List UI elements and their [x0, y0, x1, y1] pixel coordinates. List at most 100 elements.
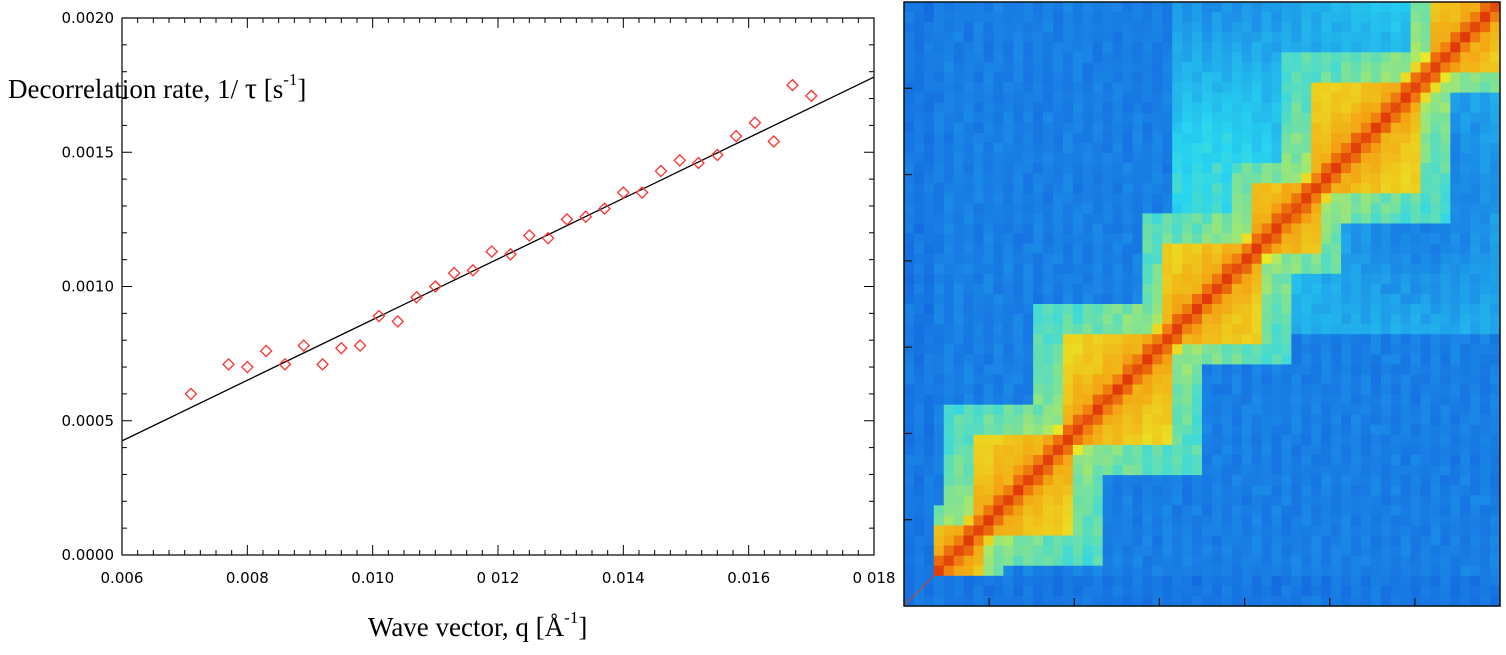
- heatmap-cell: [1390, 324, 1402, 335]
- heatmap-cell: [1450, 163, 1461, 174]
- heatmap-cell: [1251, 233, 1263, 245]
- heatmap-cell: [1202, 132, 1213, 144]
- heatmap-cell: [1033, 273, 1044, 285]
- heatmap-cell: [1360, 142, 1372, 154]
- heatmap-cell: [1470, 12, 1481, 23]
- heatmap-cell: [1092, 555, 1104, 567]
- heatmap-cell: [1053, 112, 1064, 124]
- heatmap-cell: [1331, 32, 1342, 43]
- heatmap-cell: [1231, 595, 1243, 607]
- heatmap-cell: [1082, 32, 1094, 43]
- heatmap-cell: [973, 535, 985, 547]
- heatmap-cell: [983, 334, 994, 345]
- heatmap-cell: [1062, 374, 1074, 386]
- heatmap-cell: [963, 364, 975, 376]
- heatmap-cell: [1033, 142, 1044, 154]
- heatmap-cell: [1251, 163, 1263, 174]
- heatmap-cell: [1400, 223, 1412, 235]
- heatmap-cell: [1370, 253, 1382, 265]
- heatmap-cell: [1450, 424, 1461, 436]
- heatmap-cell: [1321, 263, 1332, 275]
- x-tick-label: 0.014: [602, 569, 645, 587]
- heatmap-cell: [1480, 535, 1491, 547]
- heatmap-cell: [973, 414, 985, 426]
- heatmap-cell: [1072, 132, 1084, 144]
- heatmap-cell: [1023, 434, 1034, 446]
- heatmap-cell: [1460, 12, 1471, 23]
- heatmap-cell: [1351, 132, 1362, 144]
- heatmap-cell: [943, 394, 955, 406]
- heatmap-cell: [1271, 193, 1283, 204]
- heatmap-cell: [1043, 525, 1054, 537]
- heatmap-cell: [1192, 132, 1203, 144]
- heatmap-cell: [1360, 535, 1372, 547]
- heatmap-cell: [1281, 72, 1292, 84]
- heatmap-cell: [1410, 324, 1422, 335]
- heatmap-cell: [1082, 404, 1094, 416]
- heatmap-cell: [1132, 505, 1143, 516]
- heatmap-cell: [1380, 173, 1392, 184]
- heatmap-cell: [1261, 82, 1273, 94]
- heatmap-cell: [1351, 52, 1362, 63]
- heatmap-cell: [1102, 253, 1114, 265]
- heatmap-cell: [923, 283, 935, 295]
- heatmap-cell: [983, 173, 994, 184]
- heatmap-cell: [1470, 535, 1481, 547]
- heatmap-cell: [1410, 334, 1422, 345]
- heatmap-cell: [993, 243, 1004, 255]
- heatmap-cell: [1251, 112, 1263, 124]
- heatmap-cell: [1390, 12, 1402, 23]
- heatmap-cell: [973, 42, 985, 53]
- heatmap-cell: [1211, 545, 1223, 557]
- heatmap-cell: [1440, 485, 1451, 496]
- heatmap-cell: [983, 535, 994, 547]
- heatmap-cell: [1360, 364, 1372, 376]
- heatmap-cell: [1102, 525, 1114, 537]
- heatmap-cell: [1202, 455, 1213, 466]
- heatmap-cell: [1192, 525, 1203, 537]
- heatmap-cell: [1062, 334, 1074, 345]
- heatmap-cell: [1122, 455, 1134, 466]
- heatmap-cell: [1251, 122, 1263, 134]
- heatmap-cell: [1440, 243, 1451, 255]
- heatmap-cell: [1251, 304, 1263, 315]
- heatmap-cell: [1082, 153, 1094, 164]
- heatmap-cell: [1370, 585, 1382, 597]
- heatmap-cell: [1301, 22, 1312, 33]
- heatmap-cell: [1301, 32, 1312, 43]
- heatmap-cell: [913, 253, 925, 265]
- heatmap-cell: [1023, 384, 1034, 396]
- heatmap-cell: [953, 434, 965, 446]
- heatmap-cell: [1370, 183, 1382, 194]
- heatmap-cell: [1291, 233, 1302, 245]
- heatmap-cell: [1251, 213, 1263, 225]
- heatmap-cell: [1430, 42, 1441, 53]
- heatmap-cell: [1013, 213, 1024, 225]
- heatmap-cell: [983, 394, 994, 406]
- heatmap-cell: [1331, 535, 1342, 547]
- heatmap-cell: [1450, 122, 1461, 134]
- heatmap-cell: [1351, 324, 1362, 335]
- heatmap-cell: [1301, 394, 1312, 406]
- heatmap-cell: [1291, 555, 1302, 567]
- heatmap-cell: [1490, 82, 1501, 94]
- heatmap-cell: [993, 585, 1004, 597]
- heatmap-cell: [973, 444, 985, 456]
- heatmap-cell: [1390, 384, 1402, 396]
- heatmap-cell: [1231, 243, 1243, 255]
- heatmap-cell: [1082, 304, 1094, 315]
- heatmap-cell: [1321, 585, 1332, 597]
- heatmap-cell: [1261, 273, 1273, 285]
- heatmap-cell: [1172, 173, 1183, 184]
- heatmap-cell: [1211, 52, 1223, 63]
- heatmap-cell: [1430, 183, 1441, 194]
- heatmap-cell: [1192, 153, 1203, 164]
- heatmap-cell: [1271, 12, 1283, 23]
- heatmap-cell: [923, 595, 935, 607]
- heatmap-cell: [1261, 42, 1273, 53]
- heatmap-cell: [1490, 595, 1501, 607]
- heatmap-cell: [1301, 42, 1312, 53]
- heatmap-cell: [1172, 394, 1183, 406]
- heatmap-cell: [1182, 2, 1193, 13]
- heatmap-cell: [1311, 122, 1322, 134]
